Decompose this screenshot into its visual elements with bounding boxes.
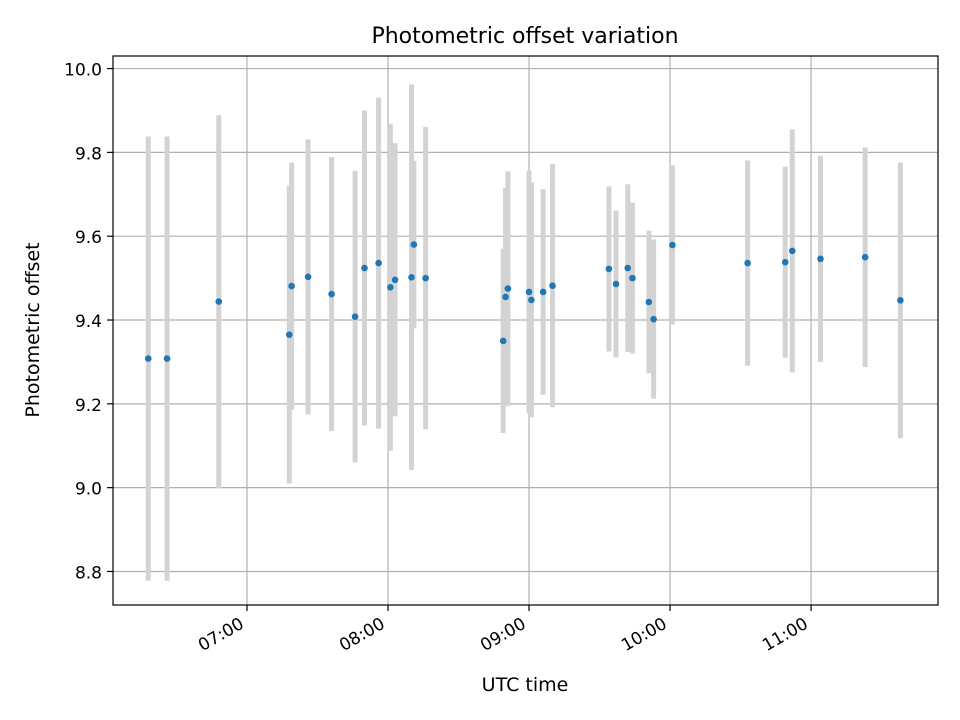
plot-frame (112, 55, 939, 606)
data-point (525, 288, 533, 296)
data-point (361, 264, 368, 272)
data-point (304, 273, 312, 281)
y-axis-label: Photometric offset (22, 242, 44, 417)
data-point (375, 259, 382, 267)
data-point (351, 313, 359, 320)
data-point (897, 297, 904, 304)
data-point (391, 276, 399, 284)
y-tick-label: 8.8 (75, 563, 102, 583)
data-point (504, 285, 512, 292)
data-point (539, 288, 547, 296)
y-tick-label: 9.8 (75, 144, 102, 164)
data-point (788, 247, 796, 255)
data-point (288, 282, 295, 290)
x-tick-label: 09:00 (477, 614, 529, 656)
data-point (669, 241, 676, 249)
data-point (781, 258, 789, 266)
data-point (408, 273, 415, 281)
x-tick-label: 07:00 (195, 614, 247, 656)
data-point (328, 290, 335, 298)
data-point (285, 331, 293, 338)
grid (113, 56, 938, 605)
data-point (861, 253, 869, 261)
data-point (422, 274, 429, 282)
data-point (410, 241, 418, 248)
y-tick-label: 10.0 (64, 61, 102, 81)
chart-title: Photometric offset variation (371, 24, 678, 49)
x-axis-ticks: 07:00 08:00 09:00 10:00 11:00 (195, 605, 812, 656)
data-point (528, 296, 535, 304)
x-tick-label: 11:00 (759, 614, 811, 656)
y-axis-ticks: 8.8 9.0 9.2 9.4 9.6 9.8 10.0 (64, 61, 113, 583)
x-axis-label: UTC time (482, 674, 569, 696)
y-tick-label: 9.0 (75, 480, 102, 500)
x-tick-label: 08:00 (336, 614, 388, 656)
data-point (605, 265, 613, 273)
data-point (629, 274, 636, 282)
data-point (502, 293, 509, 301)
y-tick-label: 9.2 (75, 396, 102, 416)
data-point (744, 259, 751, 267)
data-point (817, 255, 824, 263)
data-point (499, 337, 507, 345)
data-point (215, 298, 223, 305)
y-tick-label: 9.4 (75, 312, 102, 332)
data-point (650, 315, 657, 323)
data-point (144, 355, 152, 362)
data-point (163, 355, 171, 362)
x-tick-label: 10:00 (618, 614, 670, 656)
data-point (549, 282, 556, 289)
plot-background (113, 56, 938, 605)
data-point (387, 284, 394, 291)
data-points (144, 241, 904, 362)
y-tick-label: 9.6 (75, 228, 102, 248)
data-point (624, 264, 632, 272)
data-point (612, 280, 620, 288)
data-point (645, 298, 653, 306)
